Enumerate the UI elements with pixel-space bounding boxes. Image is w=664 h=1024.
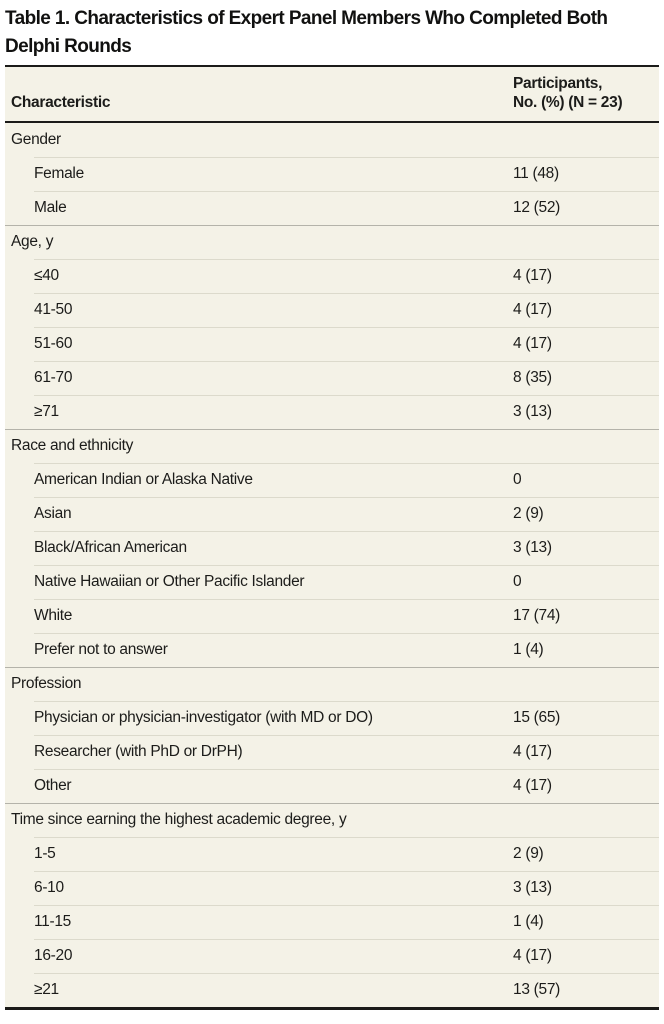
table-row: Physician or physician-investigator (wit…	[5, 701, 659, 735]
table-row: ≥21 13 (57)	[5, 973, 659, 1007]
row-value: 4 (17)	[513, 335, 552, 352]
table-body: Gender Female 11 (48) Male 12 (52) Age, y ≤40 4…	[5, 123, 659, 1007]
row-label: ≥21	[34, 981, 59, 998]
table-row: 51-60 4 (17)	[5, 327, 659, 361]
table-section-row: Age, y	[5, 225, 659, 259]
row-label: American Indian or Alaska Native	[34, 471, 253, 488]
table-title-line2: Delphi Rounds	[5, 36, 132, 57]
table-row: Female 11 (48)	[5, 157, 659, 191]
row-label: Physician or physician-investigator (wit…	[34, 709, 373, 726]
table-row: 41-50 4 (17)	[5, 293, 659, 327]
row-value: 3 (13)	[513, 539, 552, 556]
table-row: Black/African American 3 (13)	[5, 531, 659, 565]
column-header-participants-line1: Participants,	[513, 75, 603, 92]
row-value: 13 (57)	[513, 981, 561, 998]
table-row: 1-5 2 (9)	[5, 837, 659, 871]
row-label: White	[34, 607, 73, 624]
row-value: 4 (17)	[513, 301, 552, 318]
row-value: 15 (65)	[513, 709, 561, 726]
table-section-row: Profession	[5, 667, 659, 701]
table-section-row: Time since earning the highest academic …	[5, 803, 659, 837]
column-header-participants-line2: No. (%) (N = 23)	[513, 94, 623, 111]
row-value: 1 (4)	[513, 913, 544, 930]
row-label: 41-50	[34, 301, 73, 318]
row-label: 11-15	[34, 913, 71, 930]
row-label: 61-70	[34, 369, 73, 386]
row-value: 3 (13)	[513, 879, 552, 896]
table-section-row: Gender	[5, 123, 659, 157]
column-header-characteristic: Characteristic	[11, 94, 111, 111]
table-row: Other 4 (17)	[5, 769, 659, 803]
table-title-line1: Table 1. Characteristics of Expert Panel…	[5, 8, 608, 29]
table-row: Male 12 (52)	[5, 191, 659, 225]
table-row: Native Hawaiian or Other Pacific Islande…	[5, 565, 659, 599]
row-value: 8 (35)	[513, 369, 552, 386]
row-value: 11 (48)	[513, 165, 559, 182]
row-label: ≥71	[34, 403, 59, 420]
table-section-row: Race and ethnicity	[5, 429, 659, 463]
row-label: Asian	[34, 505, 72, 522]
table-row: Prefer not to answer 1 (4)	[5, 633, 659, 667]
row-label: 16-20	[34, 947, 73, 964]
row-label: Native Hawaiian or Other Pacific Islande…	[34, 573, 305, 590]
table-title: Table 1. Characteristics of Expert Panel…	[5, 5, 660, 61]
row-value: 2 (9)	[513, 845, 544, 862]
table-row: American Indian or Alaska Native 0	[5, 463, 659, 497]
row-value: 4 (17)	[513, 267, 552, 284]
row-label: 51-60	[34, 335, 73, 352]
row-value: 3 (13)	[513, 403, 552, 420]
table-row: White 17 (74)	[5, 599, 659, 633]
row-value: 4 (17)	[513, 743, 552, 760]
table-row: ≥71 3 (13)	[5, 395, 659, 429]
row-value: 0	[513, 573, 522, 590]
row-label: Profession	[11, 675, 82, 692]
row-label: Age, y	[11, 233, 54, 250]
table-row: Researcher (with PhD or DrPH) 4 (17)	[5, 735, 659, 769]
row-label: Gender	[11, 131, 61, 148]
row-value: 2 (9)	[513, 505, 544, 522]
row-value: 1 (4)	[513, 641, 544, 658]
row-value: 0	[513, 471, 522, 488]
row-label: Prefer not to answer	[34, 641, 168, 658]
row-value: 12 (52)	[513, 199, 561, 216]
column-header-participants: Participants, No. (%) (N = 23)	[513, 74, 623, 112]
row-label: 6-10	[34, 879, 64, 896]
table-row: 6-10 3 (13)	[5, 871, 659, 905]
row-label: Race and ethnicity	[11, 437, 134, 454]
row-label: Female	[34, 165, 84, 182]
row-value: 4 (17)	[513, 947, 552, 964]
characteristics-table: Characteristic Participants, No. (%) (N …	[5, 65, 659, 1010]
table-row: 61-70 8 (35)	[5, 361, 659, 395]
table-header-row: Characteristic Participants, No. (%) (N …	[5, 67, 659, 123]
row-label: Black/African American	[34, 539, 187, 556]
row-value: 17 (74)	[513, 607, 561, 624]
row-value: 4 (17)	[513, 777, 552, 794]
row-label: ≤40	[34, 267, 59, 284]
table-row: Asian 2 (9)	[5, 497, 659, 531]
table-row: 16-20 4 (17)	[5, 939, 659, 973]
table-row: ≤40 4 (17)	[5, 259, 659, 293]
row-label: Male	[34, 199, 67, 216]
row-label: 1-5	[34, 845, 56, 862]
row-label: Time since earning the highest academic …	[11, 811, 347, 828]
row-label: Researcher (with PhD or DrPH)	[34, 743, 243, 760]
table-row: 11-15 1 (4)	[5, 905, 659, 939]
row-label: Other	[34, 777, 72, 794]
